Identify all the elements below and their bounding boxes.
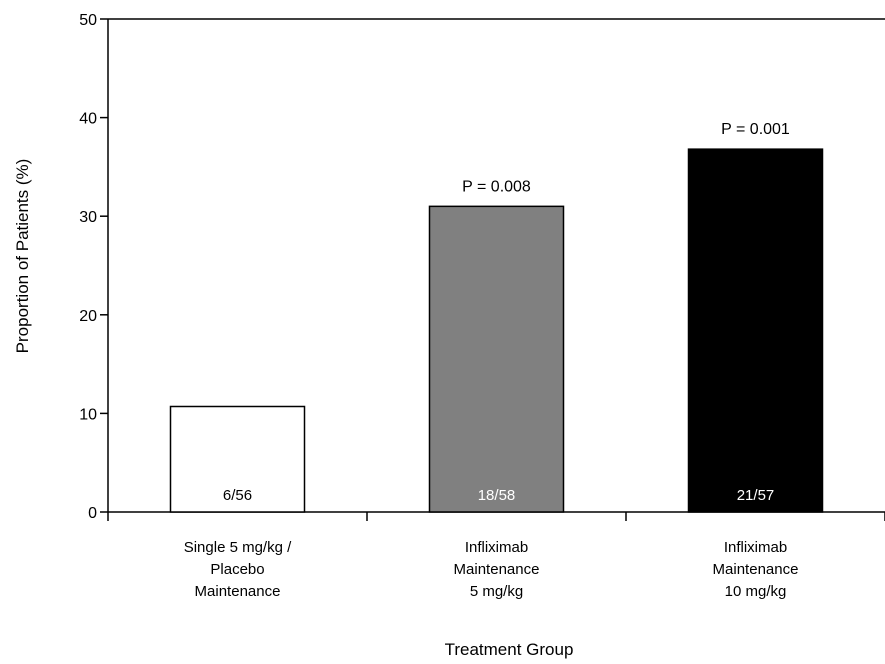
category-label: Maintenance <box>195 583 281 600</box>
y-tick-label: 10 <box>79 406 97 423</box>
category-label: Single 5 mg/kg / <box>184 539 292 556</box>
x-axis-title: Treatment Group <box>445 640 574 659</box>
p-value-label: P = 0.008 <box>462 178 531 195</box>
category-label: 5 mg/kg <box>470 583 523 600</box>
y-tick-label: 20 <box>79 308 97 325</box>
category-label: 10 mg/kg <box>725 583 787 600</box>
category-label: Maintenance <box>713 561 799 578</box>
bar-count-label: 6/56 <box>223 487 252 504</box>
y-tick-label: 40 <box>79 111 97 128</box>
y-axis-title: Proportion of Patients (%) <box>13 159 32 354</box>
y-tick-label: 0 <box>88 505 97 522</box>
bar <box>430 206 564 512</box>
category-label: Placebo <box>210 561 264 578</box>
bar-count-label: 21/57 <box>737 487 775 504</box>
y-tick-label: 50 <box>79 12 97 29</box>
p-value-label: P = 0.001 <box>721 121 790 138</box>
y-tick-label: 30 <box>79 209 97 226</box>
category-label: Infliximab <box>465 539 528 556</box>
bar <box>689 149 823 512</box>
bars <box>171 149 823 512</box>
category-label: Infliximab <box>724 539 787 556</box>
category-label: Maintenance <box>454 561 540 578</box>
bar-count-label: 18/58 <box>478 487 516 504</box>
